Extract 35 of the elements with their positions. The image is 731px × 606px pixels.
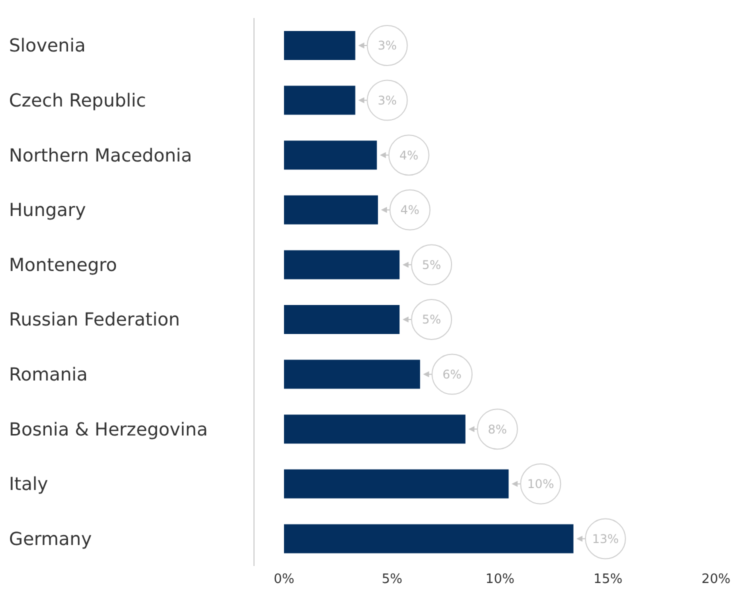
- y-tick-label: Germany: [9, 528, 92, 550]
- bar: [284, 360, 420, 389]
- y-tick-label: Slovenia: [9, 36, 86, 57]
- bar: [284, 86, 356, 115]
- data-label: 4%: [399, 148, 418, 162]
- x-tick-label: 0%: [274, 572, 294, 588]
- y-tick-label: Italy: [9, 474, 48, 496]
- bar: [284, 31, 356, 60]
- x-tick-label: 5%: [382, 572, 402, 588]
- bar: [284, 250, 400, 280]
- bar: [284, 305, 400, 334]
- y-tick-label: Hungary: [9, 200, 86, 222]
- bar: [284, 195, 378, 224]
- data-label: 5%: [422, 312, 442, 327]
- bar: [284, 469, 509, 498]
- data-label: 13%: [592, 532, 619, 546]
- bar: [284, 414, 466, 444]
- y-tick-label: Bosnia & Herzegovina: [9, 419, 208, 440]
- x-tick-label: 10%: [486, 572, 514, 588]
- y-tick-label: Russian Federation: [9, 310, 180, 331]
- data-label: 8%: [488, 422, 507, 436]
- x-tick-label: 15%: [594, 572, 622, 588]
- y-tick-label: Northern Macedonia: [9, 145, 192, 166]
- data-label: 4%: [400, 203, 420, 218]
- x-tick-label: 20%: [702, 572, 730, 588]
- data-label: 6%: [442, 368, 462, 382]
- y-tick-label: Montenegro: [9, 254, 118, 276]
- data-label: 10%: [527, 477, 554, 492]
- data-label: 5%: [422, 258, 442, 272]
- y-tick-label: Czech Republic: [9, 90, 146, 112]
- y-tick-label: Romania: [9, 364, 88, 386]
- bar: [284, 140, 377, 170]
- data-label: 3%: [378, 38, 397, 53]
- data-label: 3%: [378, 94, 397, 108]
- bar: [284, 524, 574, 554]
